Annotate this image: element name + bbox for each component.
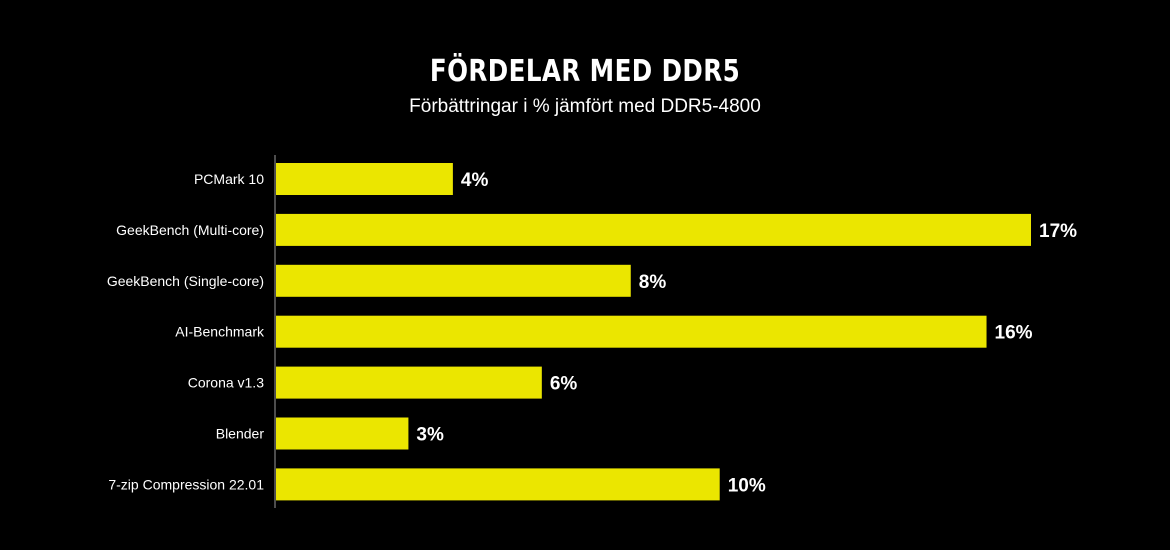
chart-subtitle: Förbättringar i % jämfört med DDR5-4800 — [409, 96, 761, 117]
value-label: 3% — [416, 425, 444, 446]
bar — [276, 264, 631, 297]
bar — [276, 315, 987, 348]
value-label: 16% — [995, 323, 1033, 344]
bar — [276, 366, 542, 399]
category-label: GeekBench (Multi-core) — [116, 222, 264, 238]
bar — [276, 213, 1031, 246]
category-label: Corona v1.3 — [188, 375, 264, 391]
value-label: 17% — [1039, 221, 1077, 242]
category-label: AI-Benchmark — [175, 324, 265, 340]
value-label: 4% — [461, 170, 489, 191]
value-label: 8% — [639, 272, 667, 293]
category-label: 7-zip Compression 22.01 — [108, 476, 264, 492]
category-label: GeekBench (Single-core) — [107, 273, 264, 289]
bar — [276, 468, 720, 501]
category-label: Blender — [216, 426, 265, 442]
value-label: 6% — [550, 374, 578, 395]
category-label: PCMark 10 — [194, 171, 264, 187]
value-label: 10% — [728, 475, 766, 496]
chart-title: FÖRDELAR MED DDR5 — [429, 54, 741, 89]
bar — [276, 163, 453, 195]
bar — [276, 417, 409, 450]
